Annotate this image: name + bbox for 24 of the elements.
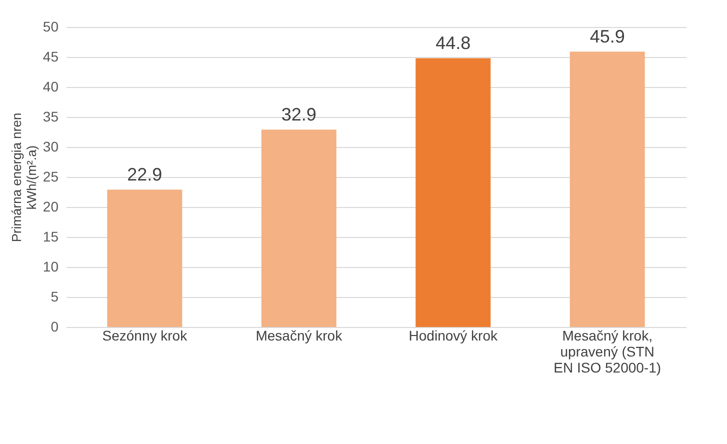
data-label: 32.9: [281, 104, 316, 125]
y-tick-label: 10: [42, 258, 59, 274]
y-tick-label: 50: [42, 18, 59, 34]
data-label: 44.8: [436, 33, 471, 54]
x-tick-label: Mesačný krok: [256, 328, 344, 344]
y-tick-label: 45: [42, 48, 59, 64]
x-tick-label: Sezónny krok: [102, 328, 188, 344]
y-axis-title: Primárna energia nren kWh/(m².a): [8, 112, 39, 242]
y-tick-label: 0: [50, 318, 59, 334]
y-tick-label: 25: [42, 168, 59, 184]
y-tick-label: 5: [50, 288, 59, 304]
y-tick-label: 40: [42, 78, 59, 94]
bar: [261, 130, 336, 327]
y-tick-label: 20: [42, 198, 59, 214]
data-label: 22.9: [127, 164, 162, 185]
bar: [107, 190, 182, 327]
x-tick-label: Hodinový krok: [408, 328, 498, 344]
y-tick-label: 15: [42, 228, 59, 244]
bar: [416, 58, 491, 327]
bar: [570, 52, 645, 327]
y-tick-label: 30: [42, 138, 59, 154]
x-tick-label: Mesačný krok, upravený (STN EN ISO 52000-1): [554, 328, 662, 376]
y-tick-label: 35: [42, 108, 59, 124]
data-label: 45.9: [590, 26, 625, 47]
